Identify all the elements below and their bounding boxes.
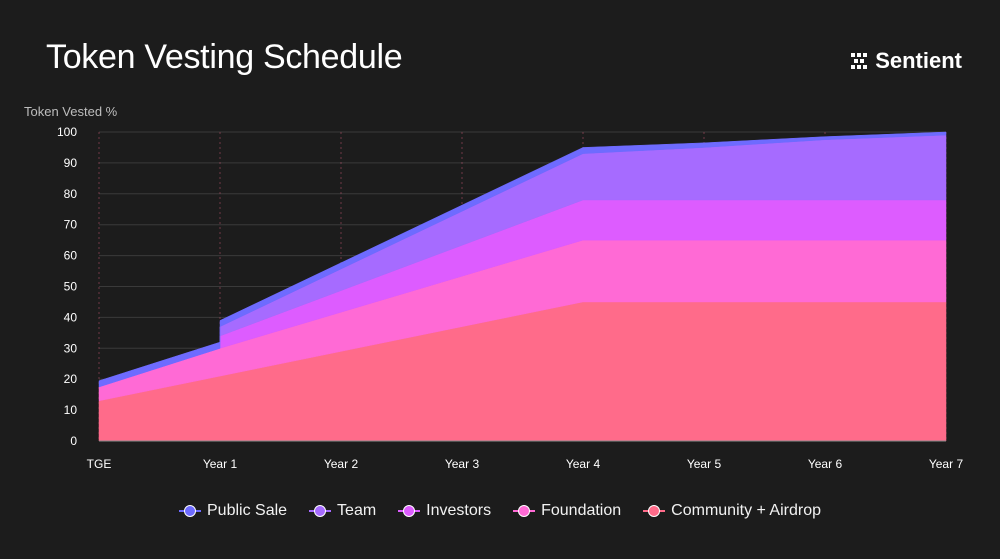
legend: Public Sale Team Investors Foundation Commun… (0, 502, 1000, 520)
page-title: Token Vesting Schedule (46, 38, 403, 76)
legend-label: Investors (426, 502, 492, 519)
x-tick-label: Year 1 (203, 457, 238, 471)
legend-marker-icon (179, 505, 201, 517)
legend-item-public-sale: Public Sale (179, 502, 287, 520)
y-tick-label: 30 (64, 341, 78, 355)
legend-item-community-airdrop: Community + Airdrop (643, 502, 821, 520)
y-tick-label: 10 (64, 403, 78, 417)
series-area-public-sale (98, 131, 947, 388)
legend-marker-icon (398, 505, 421, 517)
legend-label: Community + Airdrop (671, 502, 821, 519)
y-axis-title: Token Vested % (24, 104, 118, 119)
x-tick-label: Year 7 (929, 457, 964, 471)
y-tick-label: 0 (70, 434, 77, 448)
x-tick-label: Year 6 (808, 457, 843, 471)
y-tick-label: 40 (64, 310, 78, 324)
x-tick-label: TGE (87, 457, 112, 471)
axis-layer: 0 10 20 30 40 50 60 70 80 90 100 TGE Year 1 Year 2 Yea… (57, 125, 963, 471)
legend-label: Team (337, 502, 377, 519)
y-tick-label: 90 (64, 156, 78, 170)
y-tick-label: 60 (64, 249, 78, 263)
legend-item-team: Team (309, 502, 376, 520)
y-tick-label: 50 (64, 280, 78, 294)
x-tick-label: Year 5 (687, 457, 722, 471)
legend-item-investors: Investors (398, 502, 491, 520)
x-tick-label: Year 3 (445, 457, 480, 471)
legend-marker-icon (309, 505, 332, 517)
legend-label: Public Sale (207, 502, 288, 519)
sentient-logo-icon (851, 53, 868, 69)
brand-logo: Sentient (851, 48, 962, 74)
y-tick-label: 70 (64, 218, 78, 232)
legend-marker-icon (513, 505, 536, 517)
legend-marker-icon (643, 505, 666, 517)
brand-name: Sentient (875, 48, 962, 73)
y-tick-label: 100 (57, 125, 77, 139)
y-tick-label: 20 (64, 372, 78, 386)
x-tick-label: Year 2 (324, 457, 359, 471)
legend-label: Foundation (541, 502, 622, 519)
legend-item-foundation: Foundation (513, 502, 621, 520)
x-tick-label: Year 4 (566, 457, 601, 471)
y-tick-label: 80 (64, 187, 78, 201)
